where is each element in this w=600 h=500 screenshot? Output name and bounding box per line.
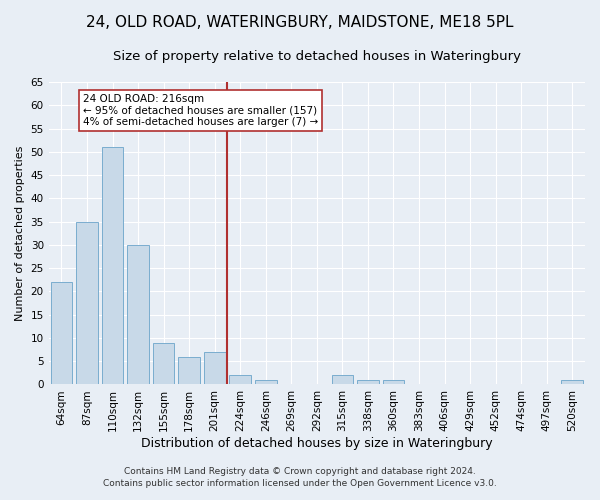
Text: 24 OLD ROAD: 216sqm
← 95% of detached houses are smaller (157)
4% of semi-detach: 24 OLD ROAD: 216sqm ← 95% of detached ho… (83, 94, 319, 127)
Bar (383, 380, 404, 384)
Bar (50, 282, 72, 384)
Bar (101, 148, 124, 384)
Bar (178, 356, 200, 384)
Bar (127, 245, 149, 384)
Bar (229, 375, 251, 384)
Y-axis label: Number of detached properties: Number of detached properties (15, 146, 25, 321)
Text: Contains HM Land Registry data © Crown copyright and database right 2024.
Contai: Contains HM Land Registry data © Crown c… (103, 466, 497, 487)
Title: Size of property relative to detached houses in Wateringbury: Size of property relative to detached ho… (113, 50, 521, 63)
Bar (562, 380, 583, 384)
Bar (204, 352, 226, 384)
Bar (332, 375, 353, 384)
Text: 24, OLD ROAD, WATERINGBURY, MAIDSTONE, ME18 5PL: 24, OLD ROAD, WATERINGBURY, MAIDSTONE, M… (86, 15, 514, 30)
Bar (76, 222, 98, 384)
Bar (153, 342, 175, 384)
X-axis label: Distribution of detached houses by size in Wateringbury: Distribution of detached houses by size … (141, 437, 493, 450)
Bar (357, 380, 379, 384)
Bar (255, 380, 277, 384)
